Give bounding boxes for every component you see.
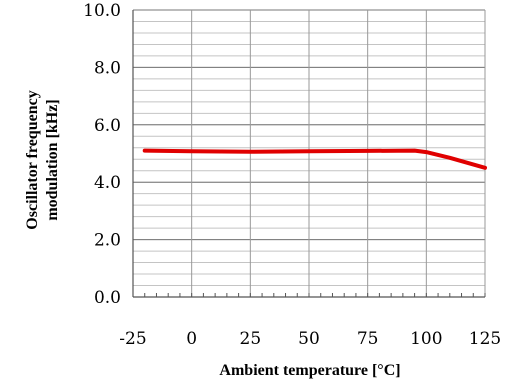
- x-tick-label: 25: [240, 329, 262, 349]
- x-tick-label: 125: [469, 329, 501, 349]
- x-axis-title: Ambient temperature [°C]: [219, 362, 400, 379]
- y-axis-title-line1: Oscillator frequency: [24, 90, 41, 229]
- series-line-0: [142, 148, 487, 170]
- x-tick-label: 0: [186, 329, 197, 349]
- y-tick-label: 10.0: [83, 1, 121, 21]
- x-tick-label: -25: [119, 329, 146, 349]
- y-axis-tick-labels: 0.0 2.0 4.0 6.0 8.0 10.0: [83, 1, 121, 308]
- y-tick-label: 4.0: [94, 173, 121, 193]
- y-tick-label: 6.0: [94, 116, 121, 136]
- y-tick-label: 2.0: [94, 231, 121, 251]
- y-axis-title-line2: modulation [kHz]: [44, 99, 61, 220]
- series-group: [142, 148, 487, 170]
- x-tick-label: 75: [357, 329, 379, 349]
- x-tick-label: 100: [410, 329, 442, 349]
- y-tick-label: 8.0: [94, 58, 121, 78]
- x-axis-tick-labels: -25 0 25 50 75 100 125: [119, 329, 501, 349]
- x-tick-label: 50: [298, 329, 320, 349]
- y-tick-label: 0.0: [94, 288, 121, 308]
- x-axis-minor-ticks: [132, 293, 486, 297]
